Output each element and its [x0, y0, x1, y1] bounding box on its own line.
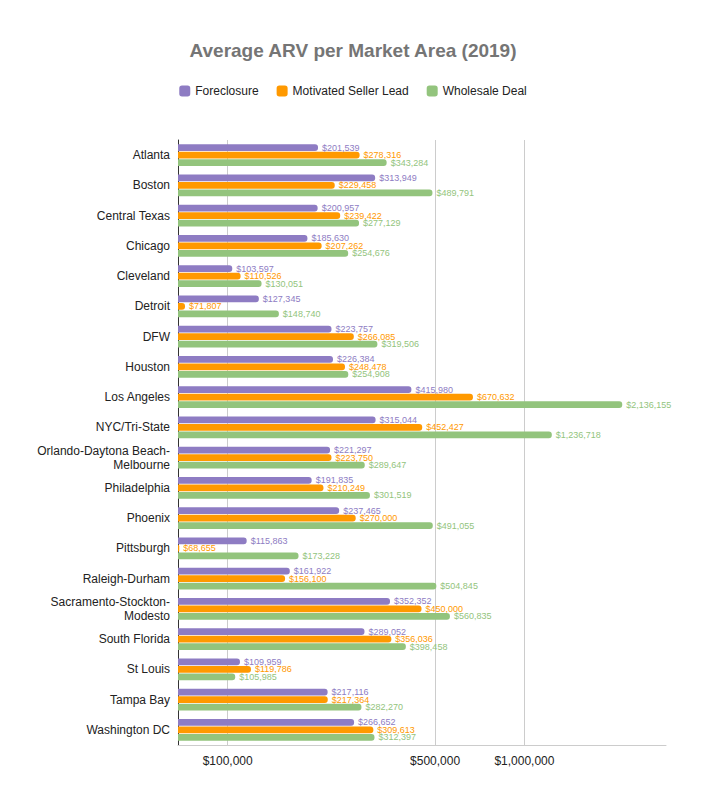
svg-text:Cleveland: Cleveland — [117, 269, 170, 283]
svg-text:$156,100: $156,100 — [289, 574, 327, 584]
svg-text:$415,980: $415,980 — [415, 385, 453, 395]
svg-text:$450,000: $450,000 — [425, 603, 464, 614]
svg-text:Melbourne: Melbourne — [113, 458, 170, 472]
svg-text:$248,478: $248,478 — [349, 361, 387, 372]
svg-text:$270,000: $270,000 — [360, 513, 398, 523]
svg-text:$277,129: $277,129 — [363, 218, 401, 228]
svg-text:$312,397: $312,397 — [378, 732, 416, 742]
svg-text:$1,236,718: $1,236,718 — [556, 430, 601, 440]
svg-text:$105,985: $105,985 — [239, 672, 277, 682]
svg-text:Pittsburgh: Pittsburgh — [116, 541, 170, 555]
svg-text:Orlando-Daytona Beach-: Orlando-Daytona Beach- — [37, 444, 170, 458]
svg-text:$452,427: $452,427 — [426, 422, 464, 432]
svg-text:Detroit: Detroit — [135, 299, 171, 313]
svg-text:$278,316: $278,316 — [363, 150, 402, 161]
svg-text:$130,051: $130,051 — [266, 279, 304, 289]
svg-text:$226,384: $226,384 — [337, 354, 375, 365]
svg-text:$223,750: $223,750 — [335, 453, 373, 463]
svg-text:St Louis: St Louis — [127, 662, 170, 676]
svg-text:$254,676: $254,676 — [352, 248, 390, 258]
svg-text:$313,949: $313,949 — [379, 173, 417, 183]
svg-text:Motivated Seller Lead: Motivated Seller Lead — [293, 84, 409, 98]
svg-text:$185,630: $185,630 — [311, 233, 349, 244]
svg-text:$127,345: $127,345 — [263, 294, 301, 304]
svg-text:Wholesale Deal: Wholesale Deal — [443, 84, 527, 98]
svg-text:Foreclosure: Foreclosure — [195, 84, 259, 98]
svg-text:Washington DC: Washington DC — [86, 723, 170, 737]
svg-text:$489,791: $489,791 — [436, 188, 474, 198]
svg-text:$191,835: $191,835 — [315, 475, 354, 486]
svg-text:South Florida: South Florida — [99, 632, 171, 646]
svg-text:$352,352: $352,352 — [394, 596, 432, 607]
svg-text:$315,044: $315,044 — [380, 415, 418, 425]
svg-text:$201,539: $201,539 — [322, 143, 360, 153]
svg-text:Atlanta: Atlanta — [133, 148, 171, 162]
svg-text:$254,908: $254,908 — [352, 369, 390, 379]
svg-text:$282,270: $282,270 — [365, 702, 403, 712]
svg-text:$221,297: $221,297 — [334, 445, 372, 456]
svg-text:Average ARV per Market Area (2: Average ARV per Market Area (2019) — [189, 40, 516, 61]
svg-text:$239,422: $239,422 — [344, 210, 382, 221]
svg-text:Los Angeles: Los Angeles — [105, 390, 170, 404]
svg-text:$148,740: $148,740 — [283, 309, 321, 319]
svg-text:$115,863: $115,863 — [251, 536, 288, 546]
svg-text:$103,597: $103,597 — [236, 263, 274, 274]
svg-text:Chicago: Chicago — [126, 239, 170, 253]
svg-text:$500,000: $500,000 — [410, 754, 460, 768]
svg-text:$217,116: $217,116 — [331, 687, 369, 698]
svg-text:$504,845: $504,845 — [440, 581, 478, 591]
svg-text:$266,652: $266,652 — [358, 717, 396, 728]
svg-text:$356,036: $356,036 — [395, 634, 433, 645]
svg-text:Sacramento-Stockton-: Sacramento-Stockton- — [51, 595, 170, 609]
svg-text:$1,000,000: $1,000,000 — [494, 754, 554, 768]
svg-text:$210,249: $210,249 — [327, 483, 365, 493]
svg-text:Raleigh-Durham: Raleigh-Durham — [83, 572, 170, 586]
svg-text:$266,085: $266,085 — [357, 331, 396, 342]
svg-text:$173,228: $173,228 — [303, 551, 341, 561]
svg-text:$560,835: $560,835 — [454, 611, 492, 621]
svg-text:Tampa Bay: Tampa Bay — [110, 693, 170, 707]
svg-text:$229,458: $229,458 — [339, 180, 377, 190]
svg-text:$319,506: $319,506 — [381, 339, 419, 349]
svg-text:$68,655: $68,655 — [183, 543, 216, 553]
svg-text:$161,922: $161,922 — [293, 566, 332, 577]
svg-text:$207,262: $207,262 — [325, 240, 364, 251]
svg-text:$217,364: $217,364 — [332, 695, 370, 705]
svg-text:$309,613: $309,613 — [377, 724, 415, 735]
svg-text:$670,632: $670,632 — [477, 392, 515, 402]
svg-text:$110,526: $110,526 — [244, 271, 282, 282]
svg-text:$119,786: $119,786 — [255, 664, 292, 675]
svg-text:$100,000: $100,000 — [203, 754, 253, 768]
svg-text:$301,519: $301,519 — [374, 490, 412, 500]
svg-text:$237,465: $237,465 — [343, 505, 381, 516]
svg-text:$398,458: $398,458 — [410, 642, 448, 652]
svg-text:$289,647: $289,647 — [369, 460, 407, 470]
svg-text:$200,957: $200,957 — [321, 203, 360, 214]
svg-text:$223,757: $223,757 — [335, 324, 373, 335]
svg-text:Phoenix: Phoenix — [127, 511, 170, 525]
svg-text:Modesto: Modesto — [124, 609, 170, 623]
svg-text:Philadelphia: Philadelphia — [105, 481, 171, 495]
svg-text:Boston: Boston — [133, 178, 170, 192]
svg-text:$109,959: $109,959 — [243, 656, 282, 667]
svg-text:DFW: DFW — [143, 330, 171, 344]
svg-text:$71,807: $71,807 — [189, 301, 222, 311]
svg-text:Central Texas: Central Texas — [97, 209, 170, 223]
svg-text:$289,052: $289,052 — [368, 626, 406, 637]
svg-text:NYC/Tri-State: NYC/Tri-State — [96, 420, 171, 434]
svg-text:$2,136,155: $2,136,155 — [626, 400, 671, 410]
svg-text:$491,055: $491,055 — [437, 521, 475, 531]
svg-text:Houston: Houston — [125, 360, 170, 374]
svg-text:$343,284: $343,284 — [391, 158, 429, 168]
